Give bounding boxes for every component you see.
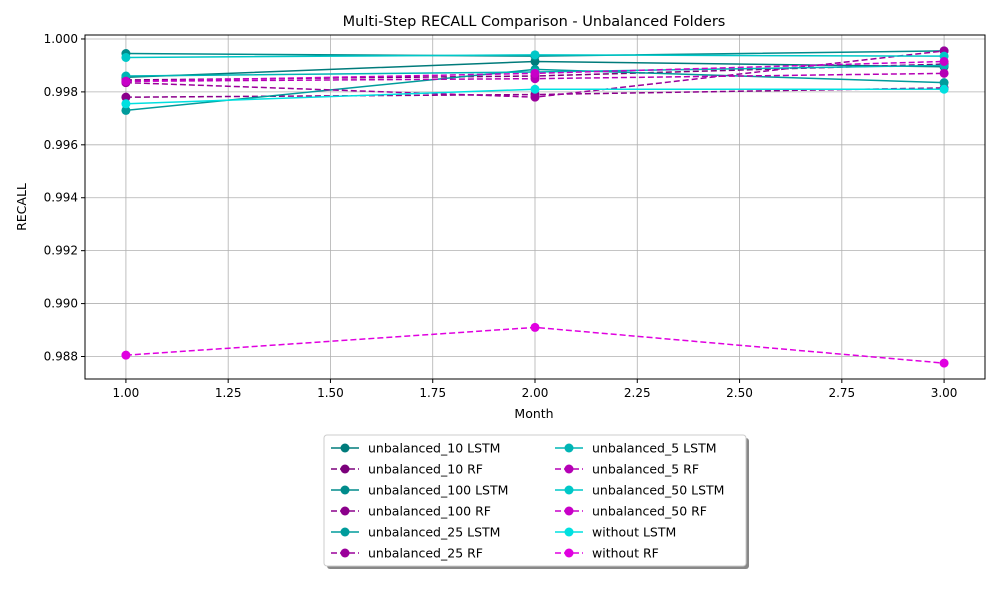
series-layer [121, 46, 949, 368]
legend-marker [340, 527, 350, 537]
legend-label: unbalanced_50 RF [592, 504, 707, 519]
legend-marker [340, 506, 350, 516]
legend-label: without RF [592, 546, 659, 561]
legend-item: without LSTM [555, 525, 676, 540]
y-tick-label: 0.994 [44, 191, 78, 205]
legend-label: unbalanced_10 RF [368, 462, 483, 477]
legend-item: unbalanced_5 LSTM [555, 441, 717, 456]
x-axis-label: Month [514, 406, 553, 421]
y-tick-label: 0.992 [44, 244, 78, 258]
legend-label: unbalanced_100 LSTM [368, 483, 508, 498]
legend-label: unbalanced_5 RF [592, 462, 699, 477]
x-tick-label: 2.50 [726, 386, 753, 400]
legend-marker [564, 443, 574, 453]
y-tick-label: 0.996 [44, 138, 78, 152]
legend-marker [564, 485, 574, 495]
data-point [530, 84, 540, 94]
data-point [121, 350, 131, 360]
data-point [121, 52, 131, 62]
legend-marker [340, 443, 350, 453]
series [121, 56, 949, 86]
y-tick-label: 0.990 [44, 297, 78, 311]
legend-marker [564, 464, 574, 474]
data-point [939, 358, 949, 368]
y-tick-label: 0.998 [44, 85, 78, 99]
legend-item: unbalanced_100 LSTM [331, 483, 508, 498]
x-tick-label: 1.00 [113, 386, 140, 400]
data-point [121, 76, 131, 86]
legend-marker [340, 548, 350, 558]
data-point [530, 322, 540, 332]
series [121, 322, 949, 368]
x-tick-label: 2.25 [624, 386, 651, 400]
legend-label: unbalanced_100 RF [368, 504, 491, 519]
x-tick-label: 1.50 [317, 386, 344, 400]
grid [85, 35, 985, 379]
x-axis-ticks: 1.00 1.25 1.50 1.75 2.00 2.25 2.50 2.75 3.00 [113, 379, 958, 400]
data-point [530, 68, 540, 78]
data-point [939, 78, 949, 88]
legend-label: unbalanced_25 RF [368, 546, 483, 561]
x-tick-label: 2.00 [522, 386, 549, 400]
data-point [939, 56, 949, 66]
data-point [121, 92, 131, 102]
x-tick-label: 2.75 [828, 386, 855, 400]
y-axis-label: RECALL [14, 183, 29, 231]
legend-marker [340, 485, 350, 495]
x-tick-label: 1.75 [419, 386, 446, 400]
legend-item: unbalanced_50 RF [555, 504, 707, 519]
x-tick-label: 1.25 [215, 386, 242, 400]
legend-label: unbalanced_5 LSTM [592, 441, 717, 456]
legend-box [323, 434, 747, 567]
data-point [939, 84, 949, 94]
data-point [121, 105, 131, 115]
legend-marker [564, 527, 574, 537]
data-point [121, 99, 131, 109]
y-tick-label: 0.988 [44, 350, 78, 364]
series [121, 84, 949, 109]
legend-item: unbalanced_25 LSTM [331, 525, 500, 540]
legend-item: without RF [555, 546, 659, 561]
legend-label: without LSTM [592, 525, 676, 540]
legend-item: unbalanced_5 RF [555, 462, 699, 477]
legend-marker [564, 506, 574, 516]
legend-item: unbalanced_10 LSTM [331, 441, 500, 456]
legend: unbalanced_10 LSTM unbalanced_10 RF unbala… [323, 434, 749, 569]
legend-item: unbalanced_100 RF [331, 504, 491, 519]
data-point [530, 92, 540, 102]
legend-item: unbalanced_50 LSTM [555, 483, 724, 498]
y-tick-label: 1.000 [44, 32, 78, 46]
chart-title: Multi-Step RECALL Comparison - Unbalance… [343, 14, 726, 30]
legend-label: unbalanced_25 LSTM [368, 525, 500, 540]
y-axis-ticks: 0.988 0.990 0.992 0.994 0.996 0.998 1.000 [44, 32, 85, 364]
legend-label: unbalanced_50 LSTM [592, 483, 724, 498]
legend-marker [564, 548, 574, 558]
legend-item: unbalanced_10 RF [331, 462, 483, 477]
x-tick-label: 3.00 [931, 386, 958, 400]
legend-item: unbalanced_25 RF [331, 546, 483, 561]
legend-label: unbalanced_10 LSTM [368, 441, 500, 456]
data-point [939, 68, 949, 78]
data-point [530, 50, 540, 60]
legend-marker [340, 464, 350, 474]
